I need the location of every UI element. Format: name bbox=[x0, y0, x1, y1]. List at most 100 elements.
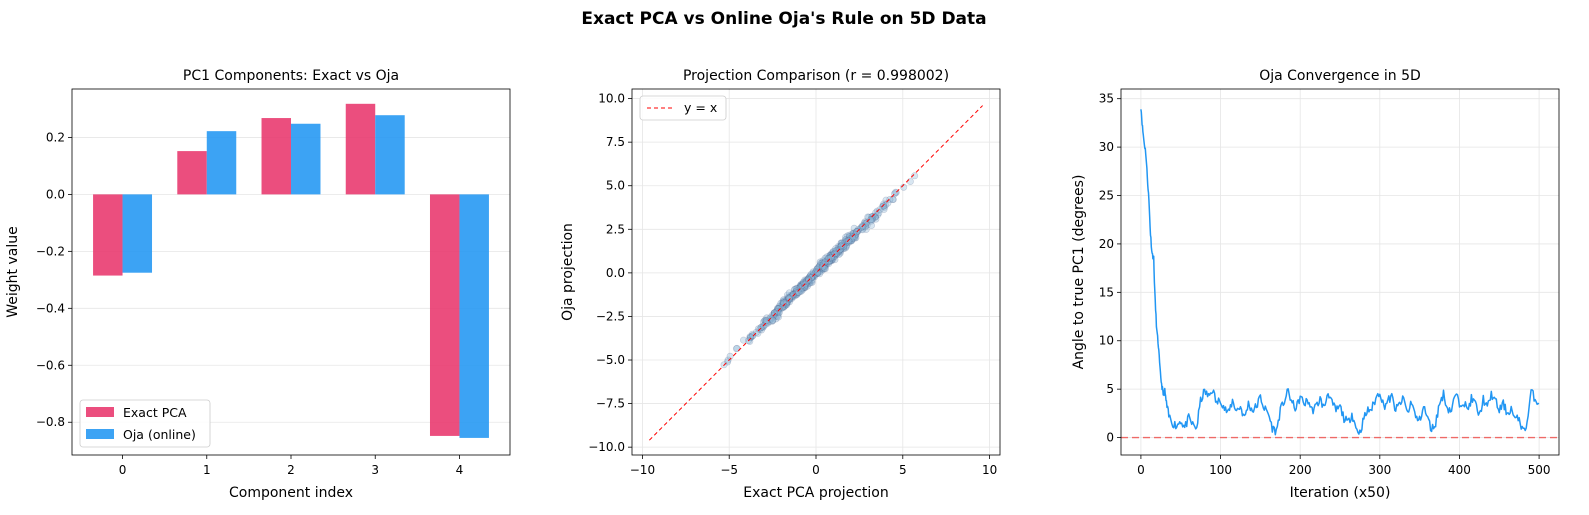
scatter-point bbox=[783, 299, 791, 307]
scatter-point bbox=[816, 258, 824, 266]
scatter-point bbox=[779, 297, 787, 305]
scatter-point bbox=[826, 254, 834, 262]
scatter-point bbox=[771, 309, 779, 317]
scatter-point bbox=[748, 330, 756, 338]
scatter-point bbox=[824, 256, 832, 264]
scatter-point bbox=[787, 294, 795, 302]
y-tick-label: 10 bbox=[1099, 334, 1114, 348]
scatter-point bbox=[768, 314, 776, 322]
scatter-point bbox=[786, 298, 794, 306]
scatter-point bbox=[796, 283, 804, 291]
scatter-point bbox=[868, 221, 876, 229]
scatter-point bbox=[778, 304, 786, 312]
scatter-point bbox=[839, 244, 847, 252]
scatter-point bbox=[798, 281, 806, 289]
scatter-point bbox=[835, 243, 843, 251]
scatter-point bbox=[781, 302, 789, 310]
scatter-point bbox=[851, 234, 859, 242]
chart-title: Projection Comparison (r = 0.998002) bbox=[683, 68, 949, 84]
y-tick-label: −0.8 bbox=[36, 415, 65, 429]
scatter-point bbox=[814, 268, 822, 276]
scatter-point bbox=[805, 274, 813, 282]
x-tick-label: 500 bbox=[1528, 463, 1551, 477]
y-tick-label: 30 bbox=[1099, 140, 1114, 154]
scatter-point bbox=[785, 295, 793, 303]
scatter-point bbox=[812, 270, 820, 278]
scatter-point bbox=[785, 295, 793, 303]
scatter-point bbox=[793, 290, 801, 298]
scatter-point bbox=[841, 238, 849, 246]
scatter-point bbox=[833, 249, 841, 257]
scatter-point bbox=[836, 246, 844, 254]
scatter-point bbox=[821, 264, 829, 272]
scatter-point bbox=[782, 298, 790, 306]
scatter-point bbox=[765, 318, 773, 326]
convergence-chart-panel: 0 100 200 300 400 500 0 5 10 15 20 25 30 35 Oja Conver… bbox=[1071, 68, 1560, 501]
axes-frame bbox=[71, 88, 511, 456]
bar-oja-online bbox=[206, 131, 237, 195]
scatter-point bbox=[851, 231, 859, 239]
scatter-point bbox=[801, 279, 809, 287]
x-axis-label: Iteration (x50) bbox=[1290, 485, 1391, 501]
scatter-point bbox=[766, 314, 774, 322]
scatter-point bbox=[782, 300, 790, 308]
scatter-point bbox=[837, 239, 845, 247]
scatter-point bbox=[785, 294, 793, 302]
scatter-point bbox=[861, 222, 869, 230]
scatter-point bbox=[761, 321, 769, 329]
y-tick-label: −2.5 bbox=[596, 309, 625, 323]
scatter-point bbox=[833, 246, 841, 254]
scatter-point bbox=[821, 257, 829, 265]
scatter-point bbox=[819, 257, 827, 265]
y-tick-label: 0.2 bbox=[46, 130, 65, 144]
scatter-point bbox=[789, 293, 797, 301]
scatter-point bbox=[831, 256, 839, 264]
y-axis-label: Angle to true PC1 (degrees) bbox=[1071, 175, 1087, 370]
scatter-point bbox=[838, 241, 846, 249]
scatter-point bbox=[775, 309, 783, 317]
scatter-point bbox=[804, 275, 812, 283]
y-tick-label: 15 bbox=[1099, 285, 1114, 299]
scatter-point bbox=[762, 318, 770, 326]
scatter-point bbox=[862, 219, 870, 227]
scatter-point bbox=[778, 299, 786, 307]
scatter-point bbox=[724, 356, 732, 364]
scatter-point bbox=[824, 257, 832, 265]
scatter-point bbox=[811, 269, 819, 277]
scatter-point bbox=[825, 255, 833, 263]
x-tick-label: 0 bbox=[812, 463, 820, 477]
scatter-point bbox=[827, 256, 835, 264]
scatter-point bbox=[792, 290, 800, 298]
scatter-point bbox=[800, 280, 808, 288]
scatter-point bbox=[884, 199, 892, 207]
scatter-point bbox=[835, 250, 843, 258]
scatter-point bbox=[789, 290, 797, 298]
scatter-point bbox=[847, 232, 855, 240]
scatter-point bbox=[773, 307, 781, 315]
scatter-point bbox=[821, 258, 829, 266]
scatter-point bbox=[754, 329, 762, 337]
scatter-point bbox=[804, 275, 812, 283]
scatter-point bbox=[778, 301, 786, 309]
scatter-point bbox=[801, 276, 809, 284]
scatter-point bbox=[782, 297, 790, 305]
scatter-point bbox=[781, 299, 789, 307]
identity-line bbox=[649, 105, 983, 441]
scatter-point bbox=[816, 262, 824, 270]
legend-label-oja: Oja (online) bbox=[123, 427, 196, 442]
scatter-point bbox=[832, 245, 840, 253]
y-tick-label: −7.5 bbox=[596, 397, 625, 411]
scatter-point bbox=[782, 298, 790, 306]
figure-suptitle: Exact PCA vs Online Oja's Rule on 5D Dat… bbox=[581, 9, 986, 29]
scatter-point bbox=[854, 226, 862, 234]
scatter-point bbox=[835, 247, 843, 255]
scatter-point bbox=[770, 309, 778, 317]
scatter-point bbox=[850, 229, 858, 237]
scatter-point bbox=[791, 285, 799, 293]
bar-exact-pca bbox=[177, 151, 207, 195]
scatter-point bbox=[768, 315, 776, 323]
scatter-point bbox=[835, 244, 843, 252]
scatter-point bbox=[806, 273, 814, 281]
scatter-point bbox=[758, 326, 766, 334]
